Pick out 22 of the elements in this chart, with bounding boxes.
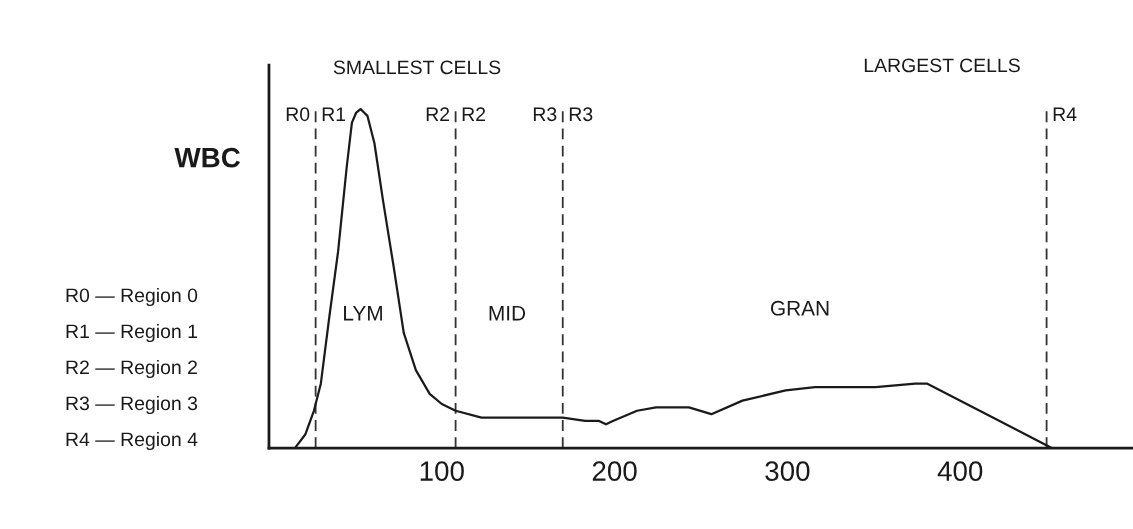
text: R1 — Region 1 [66, 323, 197, 343]
x-tick-label: 300 [765, 461, 810, 481]
annotation: GRAN [770, 300, 829, 316]
text: SMALLEST CELLS [333, 60, 501, 75]
ref-line-label: R4 [1053, 107, 1077, 121]
x-tick-label: 100 [420, 461, 464, 481]
text: R2 — Region 2 [66, 359, 197, 379]
annotation: LYM [344, 306, 382, 321]
ref-line-label: R1 [322, 107, 346, 121]
text: LARGEST CELLS [864, 58, 1020, 73]
annotation: R0 [286, 107, 310, 122]
text: R4 — Region 4 [66, 431, 198, 451]
annotation: MID [489, 306, 526, 321]
ref-line-label: R3 [569, 107, 593, 122]
x-tick-label: 200 [592, 461, 637, 481]
text: R0 — Region 0 [66, 287, 198, 307]
text: R3 — Region 3 [66, 395, 198, 415]
y-axis-title: WBC [174, 147, 241, 168]
ref-line-label: R2 [462, 107, 486, 121]
x-tick-label: 400 [937, 461, 983, 481]
annotation: R2 [426, 107, 450, 121]
annotation: R3 [533, 107, 557, 122]
